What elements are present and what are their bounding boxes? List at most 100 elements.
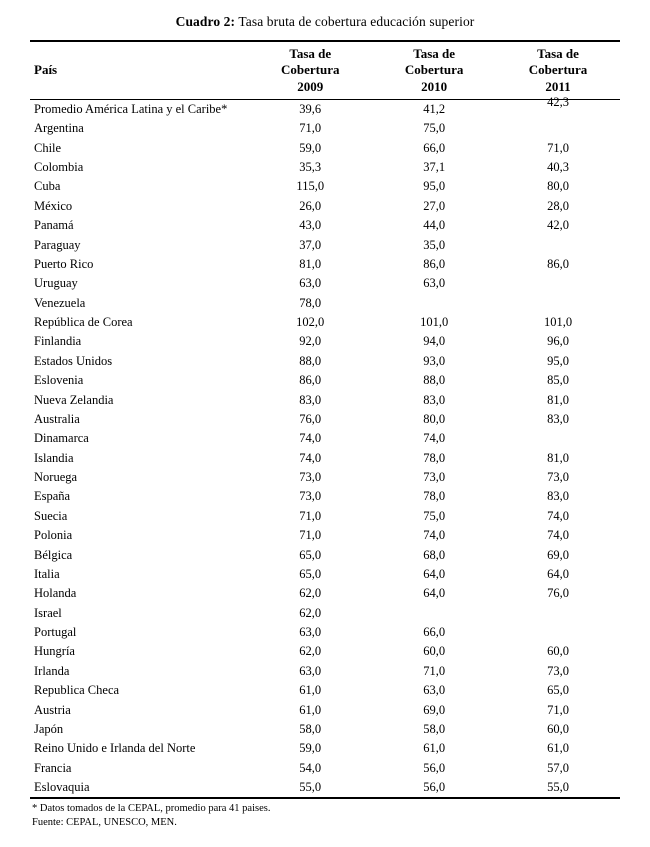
table-body: Promedio América Latina y el Caribe* 39,6… xyxy=(30,95,620,799)
value-cell: 96,0 xyxy=(547,334,569,349)
value-cell: 85,0 xyxy=(547,373,569,388)
table-row: Reino Unido e Irlanda del Norte 59,0 61,0 6… xyxy=(30,739,620,758)
value-cell: 55,0 xyxy=(547,780,569,795)
value-cell: 65,0 xyxy=(299,547,322,562)
country-cell: Paraguay xyxy=(34,237,81,252)
value-cell: 81,0 xyxy=(299,256,322,271)
value-cell: 92,0 xyxy=(299,334,322,349)
table-row: Paraguay 37,0 35,0 xyxy=(30,235,620,254)
table-caption: Cuadro 2: Tasa bruta de cobertura educac… xyxy=(30,14,620,30)
country-cell: Reino Unido e Irlanda del Norte xyxy=(34,741,196,756)
value-cell: 73,0 xyxy=(299,470,322,485)
value-cell: 73,0 xyxy=(299,489,322,504)
value-cell: 28,0 xyxy=(547,198,569,213)
table-row: Hungría 62,0 60,0 60,0 xyxy=(30,642,620,661)
value-cell: 86,0 xyxy=(299,373,322,388)
country-cell: Finlandia xyxy=(34,334,82,349)
value-cell: 74,0 xyxy=(423,528,446,543)
value-cell: 83,0 xyxy=(423,392,446,407)
value-cell xyxy=(372,294,496,313)
table-row: Venezuela 78,0 xyxy=(30,294,620,313)
table-row: República de Corea 102,0 101,0 101,0 xyxy=(30,313,620,332)
table-row: Chile 59,0 66,0 71,0 xyxy=(30,139,620,158)
country-cell: México xyxy=(34,198,73,213)
value-cell: 74,0 xyxy=(299,431,322,446)
table-row: Eslovaquia 55,0 56,0 55,0 xyxy=(30,778,620,798)
country-cell: Promedio América Latina y el Caribe* xyxy=(34,101,228,116)
value-cell: 63,0 xyxy=(299,625,322,640)
value-cell: 27,0 xyxy=(423,198,446,213)
value-cell: 81,0 xyxy=(547,450,569,465)
country-cell: Republica Checa xyxy=(34,683,120,698)
country-cell: Polonia xyxy=(34,528,73,543)
table-row: Holanda 62,0 64,0 76,0 xyxy=(30,584,620,603)
value-cell: 71,0 xyxy=(299,508,322,523)
value-cell: 61,0 xyxy=(299,702,322,717)
value-cell: 115,0 xyxy=(296,179,325,194)
col-header-2011: Tasa de Cobertura 2011 xyxy=(528,46,588,94)
value-cell: 44,0 xyxy=(423,218,446,233)
value-cell: 37,1 xyxy=(423,160,446,175)
footnote-source-note: * Datos tomados de la CEPAL, promedio pa… xyxy=(32,803,271,815)
value-cell: 88,0 xyxy=(423,373,446,388)
value-cell: 73,0 xyxy=(547,663,569,678)
country-cell: Eslovaquia xyxy=(34,780,90,795)
value-cell: 55,0 xyxy=(299,780,322,795)
value-cell: 74,0 xyxy=(423,431,446,446)
value-cell: 60,0 xyxy=(547,721,569,736)
value-cell: 64,0 xyxy=(423,586,446,601)
value-cell: 56,0 xyxy=(423,760,446,775)
country-cell: Colombia xyxy=(34,160,84,175)
table-row: Promedio América Latina y el Caribe* 39,6… xyxy=(30,95,620,119)
table-row: Islandia 74,0 78,0 81,0 xyxy=(30,449,620,468)
value-cell: 71,0 xyxy=(547,702,569,717)
value-cell: 41,2 xyxy=(423,101,446,116)
country-cell: Panamá xyxy=(34,218,74,233)
value-cell: 35,0 xyxy=(423,237,446,252)
table-row: Puerto Rico 81,0 86,0 86,0 xyxy=(30,255,620,274)
value-cell: 63,0 xyxy=(299,663,322,678)
value-cell xyxy=(496,429,620,448)
value-cell: 26,0 xyxy=(299,198,322,213)
country-cell: Eslovenia xyxy=(34,373,84,388)
country-cell: Dinamarca xyxy=(34,431,89,446)
value-cell: 78,0 xyxy=(423,489,446,504)
value-cell: 63,0 xyxy=(423,683,446,698)
value-cell: 66,0 xyxy=(423,140,446,155)
table-row: Republica Checa 61,0 63,0 65,0 xyxy=(30,681,620,700)
country-cell: Puerto Rico xyxy=(34,256,94,271)
value-cell: 76,0 xyxy=(299,411,322,426)
table-row: Colombia 35,3 37,1 40,3 xyxy=(30,158,620,177)
country-cell: Japón xyxy=(34,721,64,736)
country-cell: Nueva Zelandia xyxy=(34,392,114,407)
country-cell: Australia xyxy=(34,411,80,426)
table-row: Finlandia 92,0 94,0 96,0 xyxy=(30,332,620,351)
table-row: Cuba 115,0 95,0 80,0 xyxy=(30,177,620,196)
value-cell: 101,0 xyxy=(543,315,573,330)
table-row: Dinamarca 74,0 74,0 xyxy=(30,429,620,448)
value-cell: 43,0 xyxy=(299,218,322,233)
value-cell: 80,0 xyxy=(547,179,569,194)
table-row: Austria 61,0 69,0 71,0 xyxy=(30,700,620,719)
country-cell: Noruega xyxy=(34,470,78,485)
value-cell: 81,0 xyxy=(547,392,569,407)
value-cell: 93,0 xyxy=(423,353,446,368)
country-cell: Cuba xyxy=(34,179,61,194)
value-cell: 35,3 xyxy=(299,160,322,175)
table-row: Japón 58,0 58,0 60,0 xyxy=(30,720,620,739)
table-header-row: País Tasa de Cobertura 2009 Tasa de Cobe… xyxy=(30,41,620,100)
table-row: Australia 76,0 80,0 83,0 xyxy=(30,410,620,429)
value-cell: 68,0 xyxy=(423,547,446,562)
value-cell: 71,0 xyxy=(547,140,569,155)
table-row: Nueva Zelandia 83,0 83,0 81,0 xyxy=(30,390,620,409)
country-cell: Hungría xyxy=(34,644,75,659)
table-row: Israel 62,0 xyxy=(30,604,620,623)
value-cell: 62,0 xyxy=(299,644,322,659)
table-row: Portugal 63,0 66,0 xyxy=(30,623,620,642)
country-cell: Islandia xyxy=(34,450,74,465)
country-cell: Bélgica xyxy=(34,547,73,562)
value-cell xyxy=(372,604,496,623)
value-cell: 73,0 xyxy=(423,470,446,485)
value-cell: 66,0 xyxy=(423,625,446,640)
